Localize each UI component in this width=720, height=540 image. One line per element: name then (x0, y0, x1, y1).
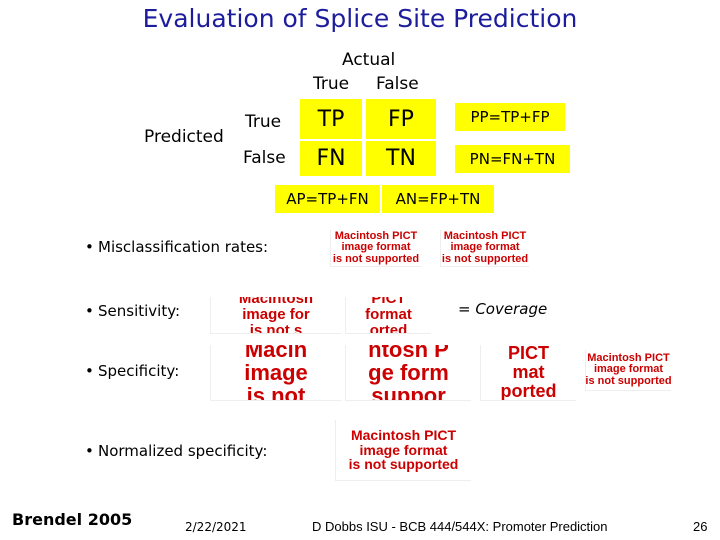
placeholder-text: ntosh P (368, 345, 449, 362)
placeholder-text: Macintosh (238, 297, 314, 308)
placeholder-text: image format (450, 241, 520, 254)
placeholder-text: image for (242, 306, 310, 324)
bullet-label: Misclassification rates: (98, 238, 269, 256)
placeholder-text: PICT (507, 345, 549, 364)
placeholder-text: image format (593, 363, 664, 376)
placeholder-text: Macin (244, 345, 308, 362)
placeholder-text: PICT (371, 297, 406, 308)
course: D Dobbs ISU - BCB 444/544X: Promoter Pre… (312, 519, 608, 534)
page-number: 26 (693, 519, 708, 534)
image-placeholder: Macintosh PICT image format is not support… (335, 420, 471, 481)
image-placeholder: PICT mat ported (480, 345, 576, 401)
predicted-label: Predicted (144, 127, 224, 147)
bullet-dot: • (85, 442, 94, 460)
placeholder-text: is not supported (441, 252, 529, 265)
predicted-true: True (245, 112, 282, 132)
row-sum: PP=TP+FP (455, 103, 565, 131)
placeholder-text: Macintosh PICT (587, 351, 670, 364)
placeholder-text: image format (341, 241, 411, 254)
placeholder-text: suppor (371, 383, 446, 401)
date: 2/22/2021 (185, 520, 247, 534)
placeholder-text: mat (512, 362, 545, 383)
placeholder-text: is not s (249, 321, 303, 334)
placeholder-text: image (244, 359, 308, 385)
cell: FP (366, 99, 436, 139)
cell: TN (366, 141, 436, 176)
bullet-label: Sensitivity: (98, 302, 181, 320)
cell: FN (300, 141, 362, 176)
placeholder-text: image format (359, 441, 448, 458)
title: Evaluation of Splice Site Prediction (142, 4, 578, 33)
author: Brendel 2005 (12, 510, 133, 529)
placeholder-text: is not supported (585, 374, 671, 387)
placeholder-text: is not supported (332, 252, 420, 265)
placeholder-text: ported (500, 380, 557, 401)
placeholder-text: Macintosh PICT (443, 230, 527, 242)
image-placeholder: Macintosh PICT image format is not support… (585, 350, 671, 391)
placeholder-text: format (365, 306, 412, 324)
bullet-label: Specificity: (98, 362, 180, 380)
actual-false: False (376, 74, 419, 94)
placeholder-text: Macintosh PICT (350, 426, 456, 443)
image-placeholder: Macintosh PICT image format is not support… (330, 230, 421, 267)
bullet-dot: • (85, 302, 94, 320)
col-sum: AN=FP+TN (382, 185, 494, 213)
placeholder-text: ge form (368, 359, 449, 385)
actual-true: True (313, 74, 350, 94)
placeholder-text: Macintosh PICT (334, 230, 418, 242)
placeholder-text: is not supported (348, 456, 459, 473)
image-placeholder: Macintosh PICT image format is not support… (440, 230, 529, 267)
image-placeholder: Macin image is not (210, 345, 341, 401)
actual-label: Actual (342, 50, 396, 70)
image-placeholder: PICT format orted (345, 297, 431, 334)
cell: TP (300, 99, 362, 139)
placeholder-text: is not (246, 383, 306, 401)
bullet-label: Normalized specificity: (98, 442, 268, 460)
col-sum: AP=TP+FN (275, 185, 380, 213)
coverage-note: = Coverage (458, 300, 548, 318)
row-sum: PN=FN+TN (455, 145, 570, 173)
bullet-dot: • (85, 238, 94, 256)
bullet-dot: • (85, 362, 94, 380)
image-placeholder: Macintosh image for is not s (210, 297, 341, 334)
predicted-false: False (243, 148, 286, 168)
placeholder-text: orted (369, 321, 408, 334)
